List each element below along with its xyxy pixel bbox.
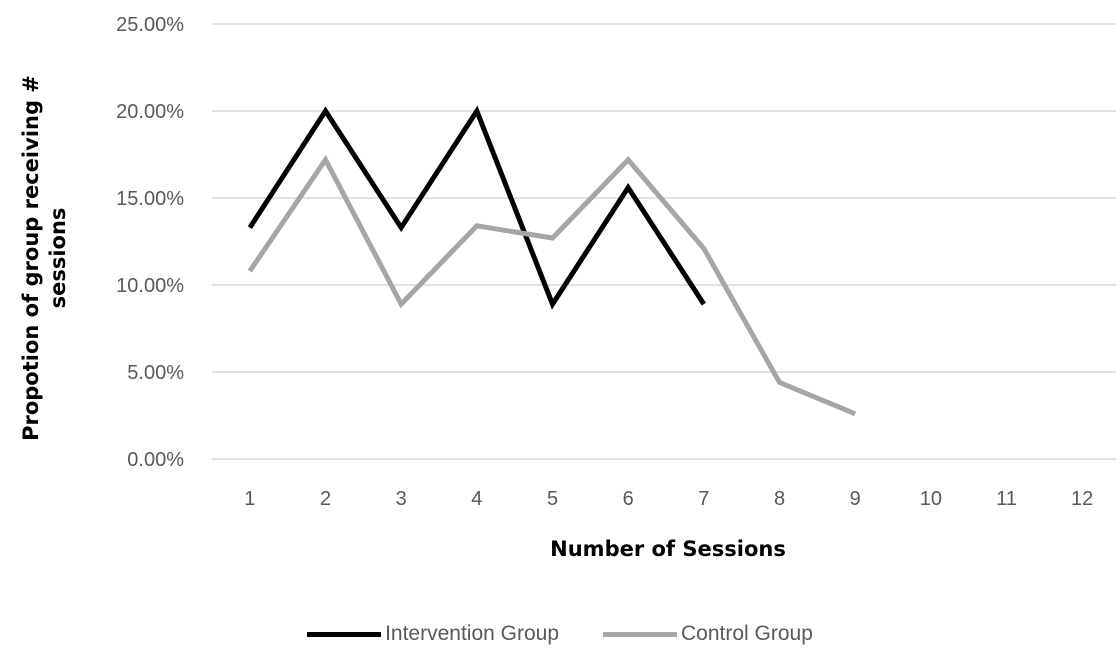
x-tick-label: 2: [320, 488, 331, 510]
x-tick-label: 6: [623, 488, 634, 510]
x-tick-label: 4: [471, 488, 482, 510]
legend-item-control: Control Group: [603, 622, 813, 646]
y-axis-title: Propotion of group receiving #: [19, 75, 43, 441]
series-lines: [247, 105, 857, 417]
x-tick-labels: 1 2 3 4 5 6 7 8 9 10 11 12: [244, 488, 1093, 510]
legend-swatch-intervention: [307, 631, 382, 637]
y-tick-labels: 0.00% 5.00% 10.00% 15.00% 20.00% 25.00%: [116, 14, 184, 471]
x-tick-label: 9: [850, 488, 861, 510]
y-tick-label: 10.00%: [116, 275, 184, 297]
x-tick-label: 1: [244, 488, 255, 510]
y-tick-label: 20.00%: [116, 101, 184, 123]
series-line-intervention: [247, 105, 706, 310]
x-tick-label: 7: [698, 488, 709, 510]
legend-label-control: Control Group: [681, 622, 813, 645]
gridlines: [212, 23, 1116, 460]
x-tick-label: 10: [920, 488, 942, 510]
legend-label-intervention: Intervention Group: [385, 622, 560, 645]
x-tick-label: 11: [996, 488, 1017, 510]
x-tick-label: 3: [396, 488, 407, 510]
y-tick-label: 15.00%: [116, 188, 184, 210]
series-line-control: [247, 154, 857, 417]
x-axis-title: Number of Sessions: [550, 537, 786, 561]
y-tick-label: 0.00%: [127, 449, 184, 471]
y-tick-label: 25.00%: [116, 14, 184, 36]
legend: Intervention Group Control Group: [0, 614, 1120, 654]
legend-item-intervention: Intervention Group: [307, 622, 559, 646]
x-tick-label: 8: [774, 488, 785, 510]
x-tick-label: 12: [1071, 488, 1093, 510]
y-axis-title-line2: sessions: [46, 208, 70, 309]
x-tick-label: 5: [547, 488, 558, 510]
y-tick-label: 5.00%: [127, 362, 184, 384]
legend-swatch-control: [603, 631, 678, 637]
